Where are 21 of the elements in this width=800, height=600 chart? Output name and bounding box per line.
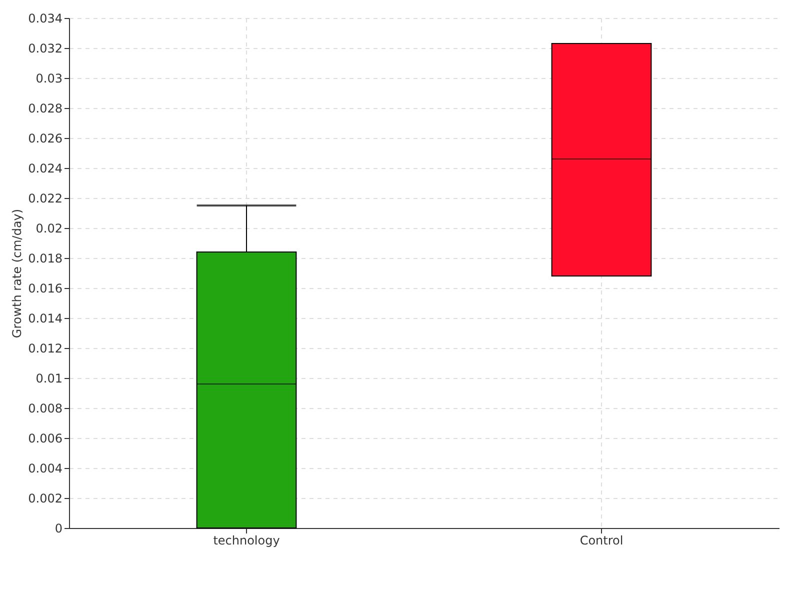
y-tick-label: 0.03 [36, 72, 62, 86]
y-tick-label: 0.02 [36, 222, 62, 236]
y-tick-label: 0.006 [28, 432, 62, 446]
y-tick-label: 0.018 [28, 252, 62, 266]
y-tick-label: 0 [54, 522, 62, 536]
y-tick-label: 0.004 [28, 462, 62, 476]
x-tick-label: Control [580, 534, 624, 548]
y-tick-label: 0.032 [28, 42, 62, 56]
y-tick-label: 0.016 [28, 282, 62, 296]
x-tick-label: technology [213, 534, 280, 548]
y-tick-label: 0.01 [36, 372, 62, 386]
y-tick-label: 0.024 [28, 162, 62, 176]
y-axis-title: Growth rate (cm/day) [10, 208, 24, 338]
y-tick-label: 0.028 [28, 102, 62, 116]
y-tick-label: 0.026 [28, 132, 62, 146]
y-tick-label: 0.008 [28, 402, 62, 416]
y-tick-label: 0.014 [28, 312, 62, 326]
y-tick-label: 0.002 [28, 492, 62, 506]
y-tick-label: 0.012 [28, 342, 62, 356]
y-tick-label: 0.034 [28, 12, 62, 26]
y-tick-label: 0.022 [28, 192, 62, 206]
